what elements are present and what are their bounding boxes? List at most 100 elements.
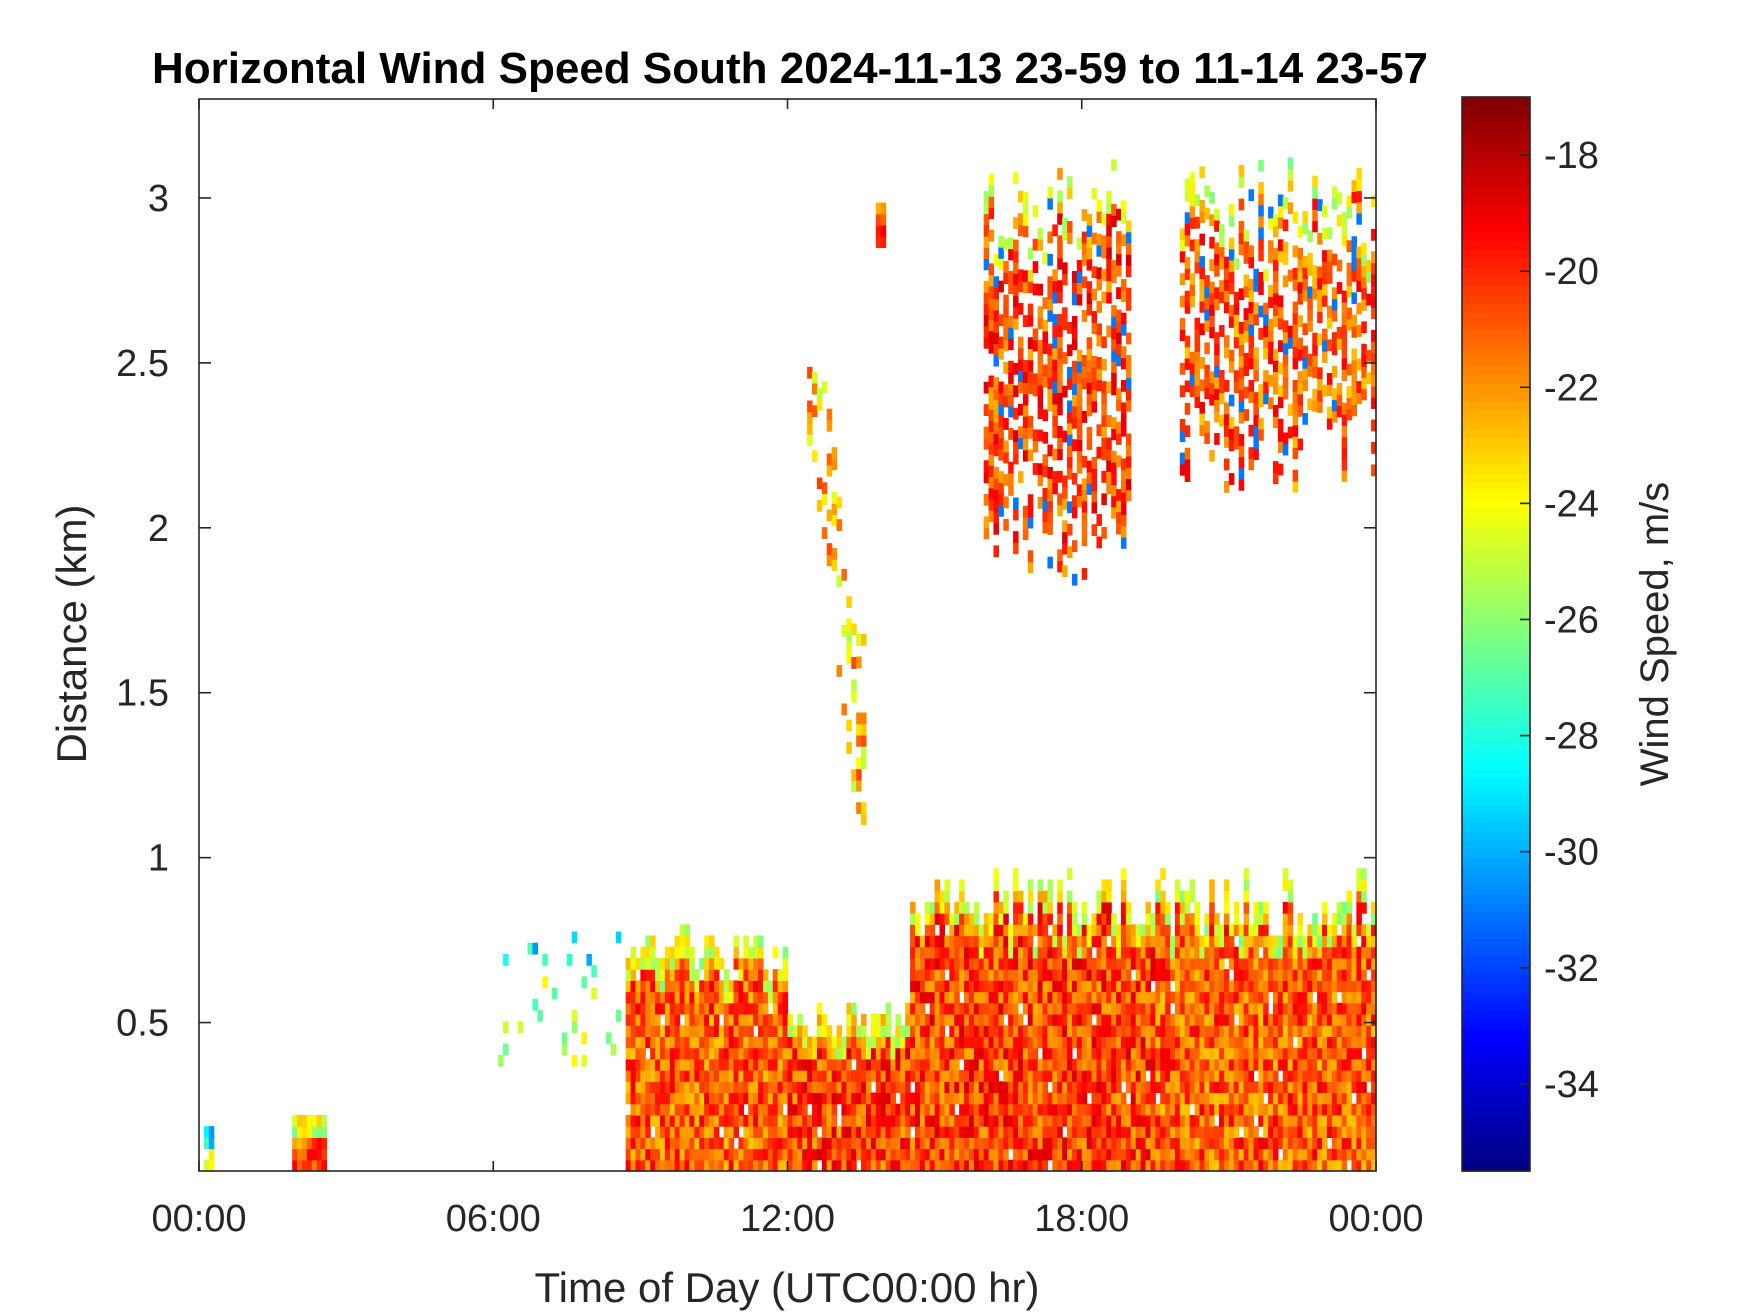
heatmap-cell <box>1160 1081 1166 1094</box>
heatmap-cell <box>1238 980 1245 993</box>
heatmap-cell <box>1199 1081 1205 1094</box>
heatmap-cell <box>919 980 926 993</box>
heatmap-cell <box>1204 364 1210 377</box>
heatmap-cell <box>694 1137 700 1150</box>
heatmap-cell <box>954 1058 960 1071</box>
heatmap-cell <box>998 246 1004 259</box>
heatmap-cell <box>1184 234 1191 247</box>
heatmap-cell <box>949 924 955 937</box>
heatmap-cell <box>1008 237 1014 250</box>
heatmap-cell <box>1273 1058 1279 1071</box>
heatmap-cell <box>1356 890 1362 903</box>
heatmap-cell <box>1003 957 1009 970</box>
colorbar-segment <box>1462 338 1530 349</box>
heatmap-cell <box>674 1025 681 1038</box>
heatmap-cell <box>1042 1036 1049 1049</box>
heatmap-cell <box>1238 366 1245 379</box>
heatmap-cell <box>1174 913 1181 925</box>
heatmap-cell <box>1219 1126 1225 1138</box>
heatmap-cell <box>1135 1047 1142 1060</box>
heatmap-cell <box>1125 913 1132 925</box>
heatmap-cell <box>1076 484 1083 497</box>
heatmap-cell <box>861 1013 867 1026</box>
heatmap-cell <box>1366 1159 1372 1172</box>
heatmap-cell <box>1096 1137 1102 1150</box>
heatmap-cell <box>949 935 955 948</box>
heatmap-cell <box>316 1126 323 1138</box>
heatmap-cell <box>1248 447 1254 460</box>
heatmap-cell <box>669 1047 676 1060</box>
heatmap-cell <box>1287 1148 1294 1161</box>
colorbar-segment <box>1462 1063 1530 1074</box>
heatmap-cell <box>1091 187 1098 200</box>
heatmap-cell <box>1351 314 1357 327</box>
heatmap-cell <box>910 1025 916 1038</box>
heatmap-cell <box>1371 1114 1377 1127</box>
heatmap-cell <box>964 1114 970 1127</box>
heatmap-cell <box>321 1159 328 1172</box>
heatmap-cell <box>1263 325 1269 338</box>
heatmap-cell <box>1125 287 1132 300</box>
heatmap-cell <box>1057 991 1063 1004</box>
heatmap-cell <box>713 1058 720 1071</box>
colorbar-segment <box>1462 293 1530 304</box>
heatmap-cell <box>1067 344 1073 357</box>
heatmap-cell <box>1101 890 1107 903</box>
heatmap-cell <box>1233 314 1240 327</box>
heatmap-cell <box>689 991 695 1004</box>
heatmap-cell <box>1292 1092 1299 1105</box>
colorbar-segment <box>1462 1153 1530 1163</box>
heatmap-cell <box>1199 1025 1205 1038</box>
heatmap-cell <box>1111 327 1117 340</box>
heatmap-cell <box>1081 946 1088 959</box>
heatmap-cell <box>1238 198 1245 211</box>
heatmap-cell <box>1233 924 1240 937</box>
heatmap-cell <box>1273 382 1279 395</box>
heatmap-cell <box>1223 380 1230 392</box>
heatmap-cell <box>973 1047 980 1060</box>
heatmap-cell <box>1199 401 1205 414</box>
heatmap-cell <box>1258 924 1264 937</box>
heatmap-cell <box>1067 1002 1073 1015</box>
heatmap-cell <box>733 1159 740 1172</box>
heatmap-cell <box>1086 213 1093 226</box>
heatmap-cell <box>1268 374 1274 387</box>
heatmap-cell <box>1214 287 1220 300</box>
heatmap-cell <box>1371 195 1377 208</box>
heatmap-cell <box>1312 355 1318 367</box>
heatmap-cell <box>1199 1013 1205 1026</box>
heatmap-cell <box>919 1047 926 1060</box>
x-axis: 00:00 06:00 12:00 18:00 00:00 <box>151 99 1424 1240</box>
heatmap-cell <box>1297 382 1304 395</box>
heatmap-cell <box>1253 313 1259 326</box>
heatmap-cell <box>1312 980 1318 993</box>
heatmap-cell <box>655 1081 661 1094</box>
heatmap-cell <box>1277 1002 1284 1015</box>
heatmap-cell <box>1067 1092 1073 1105</box>
heatmap-cell <box>1008 338 1014 351</box>
heatmap-cell <box>1086 924 1093 937</box>
heatmap-cell <box>919 935 926 948</box>
heatmap-cell <box>1106 381 1112 394</box>
heatmap-cell <box>1037 1058 1044 1071</box>
heatmap-cell <box>1189 991 1196 1004</box>
heatmap-cell <box>964 1092 970 1105</box>
heatmap-cell <box>1219 1137 1225 1150</box>
heatmap-cell <box>723 1036 730 1049</box>
heatmap-cell <box>1194 194 1201 207</box>
heatmap-cell <box>983 1114 990 1127</box>
heatmap-cell <box>503 1043 509 1056</box>
heatmap-cell <box>885 1103 892 1116</box>
heatmap-cell <box>699 1126 705 1138</box>
heatmap-cell <box>1076 428 1083 441</box>
heatmap-cell <box>1282 365 1289 377</box>
heatmap-cell <box>924 991 931 1004</box>
heatmap-cell <box>1106 1058 1112 1071</box>
heatmap-cell <box>1297 393 1304 406</box>
heatmap-cell <box>1253 1047 1259 1060</box>
heatmap-cell <box>993 969 999 981</box>
heatmap-cell <box>772 1070 779 1082</box>
heatmap-cell <box>1081 924 1088 937</box>
heatmap-cell <box>1037 227 1044 240</box>
heatmap-cell <box>1317 1126 1323 1138</box>
